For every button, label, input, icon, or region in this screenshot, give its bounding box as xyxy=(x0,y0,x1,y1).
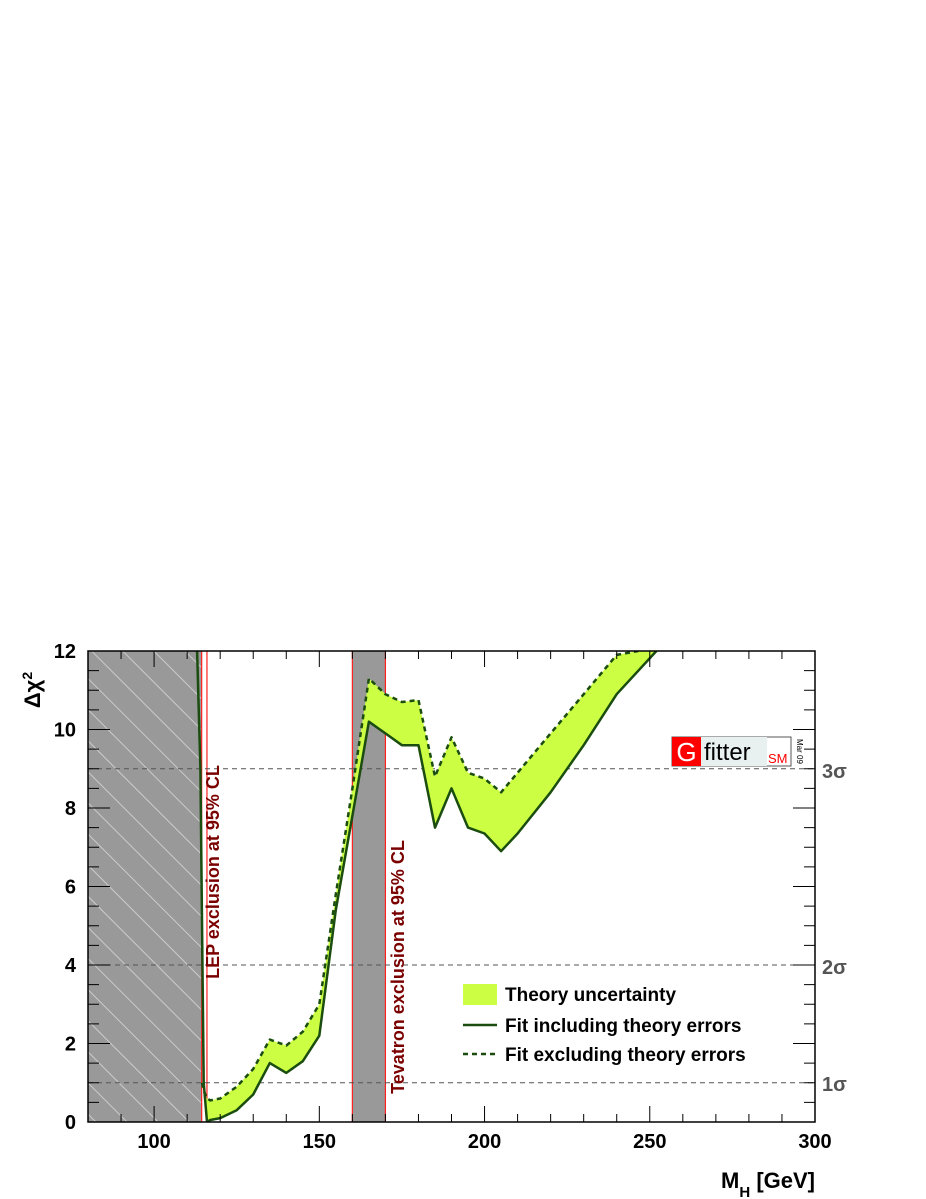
x-tick-label-300: 300 xyxy=(798,1131,831,1153)
y-tick-label-10: 10 xyxy=(54,720,76,742)
plot-area xyxy=(88,651,815,1122)
logo-g-box xyxy=(672,737,701,766)
tick-labels: 100 150 200 250 300 0 2 4 6 8 10 12 xyxy=(54,641,832,1153)
theory-band xyxy=(202,651,657,1122)
x-tick-label-250: 250 xyxy=(633,1131,666,1153)
gfitter-logo: G fitter SM Mar 09 xyxy=(671,736,804,767)
y-axis-title: Δχ2 xyxy=(19,672,45,708)
sigma-label-3: 3σ xyxy=(822,761,847,783)
series-line-excluding xyxy=(200,651,639,1102)
x-axis-title-main: M xyxy=(721,1168,739,1193)
y-tick-label-12: 12 xyxy=(54,641,76,663)
series-line-including xyxy=(195,651,658,1122)
y-axis-title-sup: 2 xyxy=(19,672,35,680)
y-axis-title-main: Δχ xyxy=(20,679,45,708)
series-lines xyxy=(195,651,658,1122)
tevatron-exclusion-label: Tevatron exclusion at 95% CL xyxy=(388,840,408,1094)
y-tick-label-0: 0 xyxy=(65,1112,76,1134)
x-axis-title-sub: H xyxy=(739,1184,750,1199)
y-tick-label-4: 4 xyxy=(65,955,77,977)
logo-g: G xyxy=(676,737,696,767)
sigma-label-1: 1σ xyxy=(822,1074,847,1096)
lep-exclusion-label: LEP exclusion at 95% CL xyxy=(203,765,223,979)
legend-label-dashed: Fit excluding theory errors xyxy=(505,1045,746,1066)
legend-label-band: Theory uncertainty xyxy=(505,985,676,1006)
logo-date: Mar 09 xyxy=(795,739,804,764)
sigma-label-2: 2σ xyxy=(822,957,847,979)
logo-word: fitter xyxy=(704,739,751,766)
legend-label-solid: Fit including theory errors xyxy=(505,1016,741,1037)
svg-text:Δχ2: Δχ2 xyxy=(19,672,45,708)
logo-sub: SM xyxy=(768,751,788,766)
x-tick-label-200: 200 xyxy=(468,1131,501,1153)
legend-swatch-band xyxy=(463,984,497,1005)
legend: Theory uncertainty Fit including theory … xyxy=(463,984,746,1066)
theory-uncertainty-band xyxy=(202,651,657,1122)
x-tick-label-100: 100 xyxy=(137,1131,170,1153)
y-tick-label-8: 8 xyxy=(65,798,76,820)
y-tick-label-2: 2 xyxy=(65,1034,76,1056)
x-tick-label-150: 150 xyxy=(303,1131,336,1153)
y-tick-label-6: 6 xyxy=(65,877,76,899)
x-axis-title: MH [GeV] xyxy=(721,1168,815,1199)
x-axis-title-unit: [GeV] xyxy=(750,1168,815,1193)
axis-ticks xyxy=(87,650,816,1123)
